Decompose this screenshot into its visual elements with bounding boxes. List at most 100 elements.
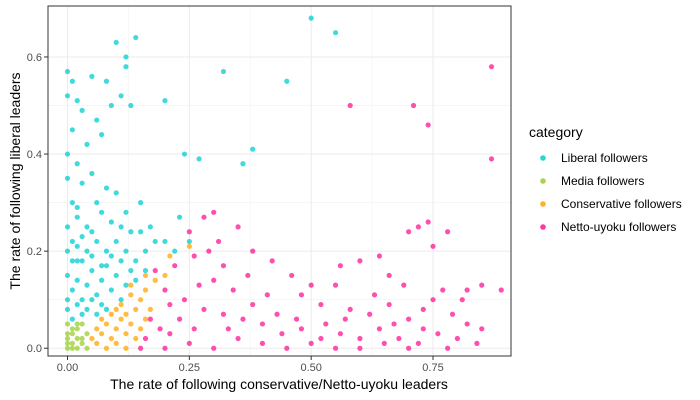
data-point xyxy=(298,292,305,298)
data-point xyxy=(142,316,149,322)
data-point xyxy=(94,117,100,123)
data-point xyxy=(332,30,339,36)
data-point xyxy=(64,224,71,230)
data-point xyxy=(84,224,90,230)
data-point xyxy=(128,282,134,288)
data-point xyxy=(84,141,90,147)
data-point xyxy=(69,331,75,337)
data-point xyxy=(201,214,207,220)
data-point xyxy=(74,214,80,220)
data-point xyxy=(162,345,168,351)
data-point xyxy=(118,316,124,322)
data-point xyxy=(64,175,71,181)
data-point xyxy=(133,306,139,312)
data-point xyxy=(94,311,100,317)
data-point xyxy=(89,73,95,79)
data-point xyxy=(79,311,85,317)
data-point xyxy=(318,335,324,342)
data-point xyxy=(79,335,85,342)
data-point xyxy=(113,326,119,332)
data-point xyxy=(99,277,105,283)
data-point xyxy=(99,301,105,308)
data-point xyxy=(250,301,256,308)
data-point xyxy=(279,331,285,337)
data-point xyxy=(103,263,110,269)
data-point xyxy=(357,345,363,351)
data-point xyxy=(147,316,153,322)
y-tick-label: 0.4 xyxy=(27,149,42,161)
data-point xyxy=(123,345,129,351)
data-point xyxy=(406,229,412,235)
data-point xyxy=(342,316,348,322)
data-point xyxy=(89,253,95,259)
data-point xyxy=(79,321,85,327)
data-point xyxy=(406,316,412,322)
data-point xyxy=(74,98,80,104)
data-point xyxy=(69,78,75,84)
data-point xyxy=(430,243,436,249)
data-point xyxy=(259,321,266,327)
data-point xyxy=(293,316,300,322)
data-point xyxy=(118,224,124,230)
data-point xyxy=(99,209,105,215)
legend-label: Conservative followers xyxy=(561,197,682,211)
data-point xyxy=(235,335,241,342)
data-point xyxy=(103,78,110,84)
data-point xyxy=(454,335,460,342)
data-point xyxy=(74,345,80,351)
data-point xyxy=(113,238,119,245)
data-point xyxy=(74,161,80,167)
data-point xyxy=(172,263,178,269)
plot-panel xyxy=(48,6,511,356)
data-point xyxy=(123,248,129,254)
data-point xyxy=(123,282,129,288)
data-point xyxy=(337,263,344,269)
data-point xyxy=(464,321,470,327)
data-point xyxy=(113,340,119,346)
data-point xyxy=(79,258,85,264)
data-point xyxy=(162,98,168,104)
data-point xyxy=(89,297,95,303)
data-point xyxy=(113,272,119,279)
legend-swatch xyxy=(540,178,546,184)
data-point xyxy=(108,311,114,317)
data-point xyxy=(108,335,114,342)
data-point xyxy=(103,185,110,191)
data-point xyxy=(79,233,85,240)
data-point xyxy=(94,238,100,245)
data-point xyxy=(94,200,100,206)
data-point xyxy=(74,321,80,327)
data-point xyxy=(64,93,71,99)
data-point xyxy=(498,287,504,293)
data-point xyxy=(103,345,110,351)
data-point xyxy=(138,229,144,235)
data-point xyxy=(259,340,266,346)
data-point xyxy=(425,219,431,225)
data-point xyxy=(245,272,251,279)
data-point xyxy=(459,297,465,303)
legend-swatch xyxy=(540,201,546,207)
data-point xyxy=(142,272,149,279)
data-point xyxy=(464,287,470,293)
data-point xyxy=(386,272,392,279)
data-point xyxy=(142,248,149,254)
data-point xyxy=(84,282,90,288)
data-point xyxy=(64,297,71,303)
data-point xyxy=(250,248,256,254)
data-point xyxy=(84,345,90,351)
data-point xyxy=(211,345,217,351)
data-point xyxy=(401,282,407,288)
x-tick-label: 0.00 xyxy=(57,362,78,374)
data-point xyxy=(425,122,431,128)
data-point xyxy=(138,200,144,206)
data-point xyxy=(347,306,353,312)
data-point xyxy=(128,292,134,298)
data-point xyxy=(79,180,85,186)
data-points xyxy=(64,15,504,351)
data-point xyxy=(74,258,80,264)
data-point xyxy=(381,340,387,346)
x-tick-label: 0.50 xyxy=(300,362,321,374)
data-point xyxy=(167,253,173,259)
data-point xyxy=(79,297,85,303)
legend-label: Media followers xyxy=(561,174,644,188)
